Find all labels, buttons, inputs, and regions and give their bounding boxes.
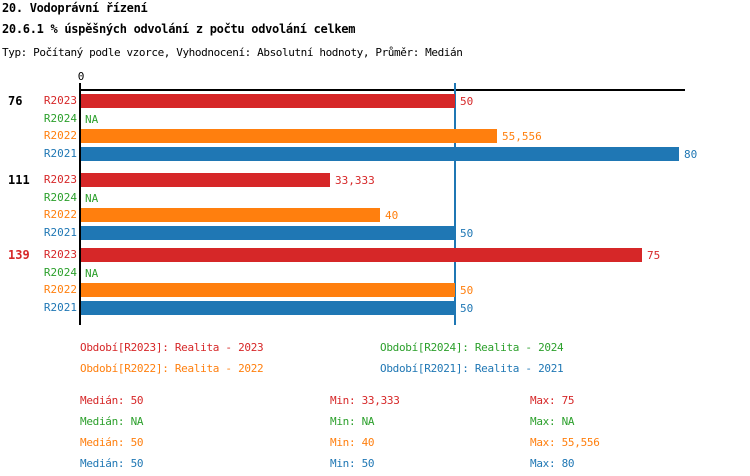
series-label-r2023: R2023 <box>43 94 77 107</box>
group-id-label: 111 <box>8 173 30 187</box>
series-label-r2021: R2021 <box>43 301 77 314</box>
page-title: 20. Vodoprávní řízení <box>2 1 148 15</box>
bar-value-label: 40 <box>385 209 399 222</box>
bar-r2021 <box>81 226 455 240</box>
group-id-label: 139 <box>8 248 30 262</box>
legend-item-r2024: Období[R2024]: Realita - 2024 <box>380 341 564 354</box>
bar-value-label-na: NA <box>85 267 99 280</box>
series-label-r2023: R2023 <box>43 248 77 261</box>
series-label-r2023: R2023 <box>43 173 77 186</box>
stat-median-r2024: Medián: NA <box>80 415 144 428</box>
stat-max-r2021: Max: 80 <box>530 457 575 470</box>
bar-r2022 <box>81 283 455 297</box>
bar-r2023 <box>81 173 330 187</box>
bar-r2023 <box>81 94 455 108</box>
stat-min-r2023: Min: 33,333 <box>330 394 400 407</box>
legend-item-r2023: Období[R2023]: Realita - 2023 <box>80 341 264 354</box>
bar-value-label: 80 <box>684 148 698 161</box>
bar-value-label: 50 <box>460 227 474 240</box>
y-axis-line <box>79 83 81 325</box>
stat-median-r2022: Medián: 50 <box>80 436 144 449</box>
series-label-r2024: R2024 <box>43 112 77 125</box>
bar-value-label: 75 <box>647 249 661 262</box>
series-label-r2021: R2021 <box>43 147 77 160</box>
stat-max-r2024: Max: NA <box>530 415 575 428</box>
stat-min-r2022: Min: 40 <box>330 436 375 449</box>
stat-min-r2024: Min: NA <box>330 415 375 428</box>
stat-median-r2023: Medián: 50 <box>80 394 144 407</box>
bar-r2021 <box>81 301 455 315</box>
stat-max-r2022: Max: 55,556 <box>530 436 600 449</box>
bar-value-label: 50 <box>460 95 474 108</box>
bar-r2023 <box>81 248 642 262</box>
bar-r2021 <box>81 147 679 161</box>
bar-value-label: 55,556 <box>502 130 542 143</box>
x-axis-zero-label: 0 <box>77 70 85 83</box>
bar-value-label-na: NA <box>85 113 99 126</box>
indicator-title: 20.6.1 % úspěšných odvolání z počtu odvo… <box>2 22 356 36</box>
bar-value-label-na: NA <box>85 192 99 205</box>
series-label-r2022: R2022 <box>43 129 77 142</box>
bar-value-label: 33,333 <box>335 174 375 187</box>
chart-subtitle: Typ: Počítaný podle vzorce, Vyhodnocení:… <box>2 46 463 59</box>
bar-value-label: 50 <box>460 302 474 315</box>
x-axis-line <box>81 89 685 91</box>
series-label-r2024: R2024 <box>43 266 77 279</box>
series-label-r2022: R2022 <box>43 208 77 221</box>
bar-value-label: 50 <box>460 284 474 297</box>
median-guideline <box>454 83 456 325</box>
bar-r2022 <box>81 208 380 222</box>
series-label-r2021: R2021 <box>43 226 77 239</box>
series-label-r2024: R2024 <box>43 191 77 204</box>
group-id-label: 76 <box>8 94 23 108</box>
stat-min-r2021: Min: 50 <box>330 457 375 470</box>
legend-item-r2021: Období[R2021]: Realita - 2021 <box>380 362 564 375</box>
stat-median-r2021: Medián: 50 <box>80 457 144 470</box>
series-label-r2022: R2022 <box>43 283 77 296</box>
legend-item-r2022: Období[R2022]: Realita - 2022 <box>80 362 264 375</box>
bar-r2022 <box>81 129 497 143</box>
stat-max-r2023: Max: 75 <box>530 394 575 407</box>
